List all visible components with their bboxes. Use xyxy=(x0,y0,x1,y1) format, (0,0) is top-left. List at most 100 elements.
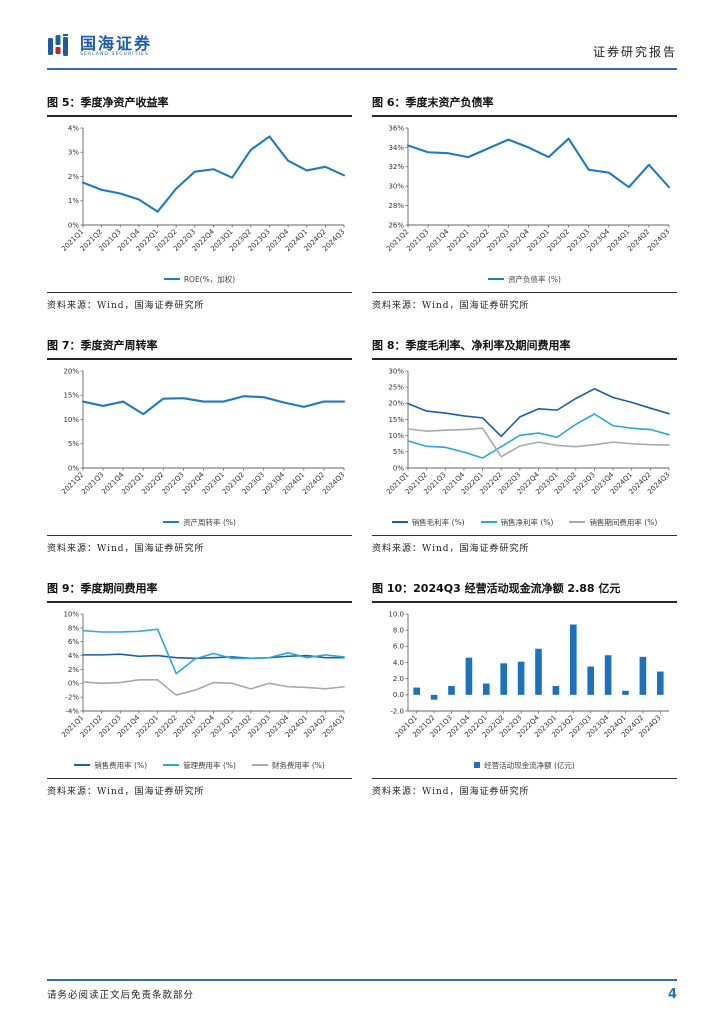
svg-text:6%: 6% xyxy=(68,638,79,646)
figure-7-legend: 资产周转率 (%) xyxy=(47,516,352,528)
svg-text:10.0: 10.0 xyxy=(388,610,404,618)
svg-text:26%: 26% xyxy=(388,221,404,229)
legend-label: 销售期间费用率 (%) xyxy=(589,517,658,527)
figure-6-source: 资料来源：Wind，国海证券研究所 xyxy=(372,292,677,311)
figure-7-source: 资料来源：Wind，国海证券研究所 xyxy=(47,535,352,554)
figure-10-title: 图 10：2024Q3 经营活动现金流净额 2.88 亿元 xyxy=(372,580,677,603)
figure-5-chart: 0%1%2%3%4%2021Q12021Q22021Q32021Q42022Q1… xyxy=(60,124,346,253)
figure-10-chart: -2.00.02.04.06.08.010.02021Q12021Q22021Q… xyxy=(388,610,669,739)
svg-text:2%: 2% xyxy=(68,666,79,674)
figure-5-source: 资料来源：Wind，国海证券研究所 xyxy=(47,292,352,311)
legend-label: 资产负债率 (%) xyxy=(508,274,561,284)
figure-6-chart: 26%28%30%32%34%36%2021Q22021Q32021Q42022… xyxy=(385,124,671,253)
svg-text:20%: 20% xyxy=(63,367,79,375)
brand-name-en: SEALAND SECURITIES xyxy=(80,52,149,58)
figure-6-legend: 资产负债率 (%) xyxy=(372,273,677,285)
legend-line-swatch xyxy=(569,520,586,524)
sealand-logo-icon xyxy=(48,34,68,56)
figure-panel-8: 图 8：季度毛利率、净利率及期间费用率 0% 5% 10% 15% 20% 25% 30% 2… xyxy=(372,337,677,554)
legend-label: 资产周转率 (%) xyxy=(183,517,236,527)
legend-label: 销售毛利率 (%) xyxy=(411,517,465,527)
svg-text:32%: 32% xyxy=(388,163,404,171)
svg-text:15%: 15% xyxy=(388,416,404,424)
svg-text:-2%: -2% xyxy=(65,694,79,702)
svg-text:2%: 2% xyxy=(68,173,79,181)
legend-label: 销售净利率 (%) xyxy=(500,517,554,527)
page-number: 4 xyxy=(667,987,677,1002)
figure-8-title: 图 8：季度毛利率、净利率及期间费用率 xyxy=(372,337,677,360)
svg-text:1%: 1% xyxy=(68,197,79,205)
svg-text:36%: 36% xyxy=(388,124,404,132)
svg-text:30%: 30% xyxy=(388,183,404,191)
legend-line-swatch xyxy=(74,763,91,767)
legend-label: 财务费用率 (%) xyxy=(271,760,325,770)
figure-10-legend: 经营活动现金流净额 (亿元) xyxy=(372,759,677,771)
footer-disclaimer: 请务必阅读正文后免责条款部分 xyxy=(47,990,195,1001)
figure-7-title: 图 7：季度资产周转率 xyxy=(47,337,352,360)
page-header: 国海证券 SEALAND SECURITIES 证券研究报告 xyxy=(47,33,677,66)
report-type-label: 证券研究报告 xyxy=(592,45,677,59)
svg-text:28%: 28% xyxy=(388,202,404,210)
svg-text:4.0: 4.0 xyxy=(393,659,404,667)
legend-line-swatch xyxy=(488,277,505,281)
svg-text:34%: 34% xyxy=(388,144,404,152)
figure-5-title: 图 5：季度净资产收益率 xyxy=(47,94,352,117)
legend-square-swatch xyxy=(474,762,481,768)
svg-text:8.0: 8.0 xyxy=(393,627,404,635)
svg-text:3%: 3% xyxy=(68,149,79,157)
svg-text:8%: 8% xyxy=(68,624,79,632)
svg-text:25%: 25% xyxy=(388,384,404,392)
figure-8-source: 资料来源：Wind，国海证券研究所 xyxy=(372,535,677,554)
figure-panel-10: 图 10：2024Q3 经营活动现金流净额 2.88 亿元 -2.0 0.0 2.0… xyxy=(372,580,677,797)
figure-9-title: 图 9：季度期间费用率 xyxy=(47,580,352,603)
svg-text:30%: 30% xyxy=(388,367,404,375)
figure-9-chart: -4%-2%0%2%4%6%8%10%2021Q12021Q22021Q3202… xyxy=(60,610,346,739)
figures-grid: 图 5：季度净资产收益率 0% 1% 2% 3% 4% 2021Q1 2021Q2 2021Q… xyxy=(47,94,677,797)
figure-6-title: 图 6：季度末资产负债率 xyxy=(372,94,677,117)
figure-5-legend: ROE(%，加权) xyxy=(47,273,352,285)
header-rule xyxy=(47,68,677,70)
figure-panel-9: 图 9：季度期间费用率 -4% -2% 0% 2% 4% 6% 8% 10% 2021Q1 202… xyxy=(47,580,352,797)
legend-line-swatch xyxy=(163,763,180,767)
svg-text:0%: 0% xyxy=(393,464,404,472)
footer-rule xyxy=(47,979,677,981)
svg-text:6.0: 6.0 xyxy=(393,643,404,651)
svg-text:0%: 0% xyxy=(68,221,79,229)
legend-label: 经营活动现金流净额 (亿元) xyxy=(484,760,575,770)
svg-text:15%: 15% xyxy=(63,392,79,400)
figure-9-source: 资料来源：Wind，国海证券研究所 xyxy=(47,778,352,797)
svg-text:2024Q3: 2024Q3 xyxy=(646,228,671,253)
brand-logo: 国海证券 SEALAND SECURITIES xyxy=(47,33,152,60)
figure-7-chart: 0%5%10%15%20%2021Q22021Q32021Q42022Q1202… xyxy=(60,367,346,496)
svg-text:10%: 10% xyxy=(63,610,79,618)
figure-panel-7: 图 7：季度资产周转率 0% 5% 10% 15% 20% 2021Q2 2021Q3 202… xyxy=(47,337,352,554)
svg-text:4%: 4% xyxy=(68,652,79,660)
legend-line-swatch xyxy=(480,520,497,524)
legend-label: 管理费用率 (%) xyxy=(183,760,236,770)
legend-label: ROE(%，加权) xyxy=(183,274,236,284)
figure-panel-5: 图 5：季度净资产收益率 0% 1% 2% 3% 4% 2021Q1 2021Q2 2021Q… xyxy=(47,94,352,311)
legend-line-swatch xyxy=(391,520,408,524)
legend-label: 销售费用率 (%) xyxy=(94,760,148,770)
svg-text:10%: 10% xyxy=(63,416,79,424)
figure-9-legend: 销售费用率 (%) 管理费用率 (%) 财务费用率 (%) xyxy=(47,759,352,771)
brand-name-cn: 国海证券 xyxy=(80,33,153,53)
svg-text:-4%: -4% xyxy=(65,707,79,715)
figure-panel-6: 图 6：季度末资产负债率 26% 28% 30% 32% 34% 36% 2021Q2 202… xyxy=(372,94,677,311)
svg-text:5%: 5% xyxy=(68,440,79,448)
svg-text:0.0: 0.0 xyxy=(393,691,404,699)
svg-text:10%: 10% xyxy=(388,432,404,440)
figure-8-chart: 0%5%10%15%20%25%30%2021Q12021Q22021Q3202… xyxy=(385,367,671,496)
svg-text:4%: 4% xyxy=(68,124,79,132)
svg-text:2024Q3: 2024Q3 xyxy=(321,471,346,496)
figure-10-source: 资料来源：Wind，国海证券研究所 xyxy=(372,778,677,797)
legend-line-swatch xyxy=(163,520,180,524)
svg-text:-2.0: -2.0 xyxy=(390,707,404,715)
page-footer: 请务必阅读正文后免责条款部分 4 xyxy=(47,979,677,1002)
svg-text:0%: 0% xyxy=(68,680,79,688)
brand-text: 国海证券 SEALAND SECURITIES xyxy=(80,33,153,58)
figure-8-legend: 销售毛利率 (%) 销售净利率 (%) 销售期间费用率 (%) xyxy=(372,516,677,528)
legend-line-swatch xyxy=(251,763,268,767)
svg-text:5%: 5% xyxy=(393,448,404,456)
